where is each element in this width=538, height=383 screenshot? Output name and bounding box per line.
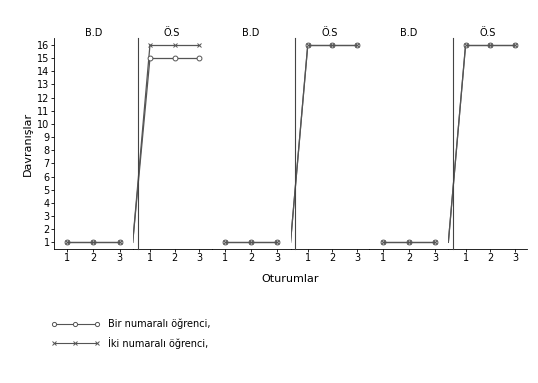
Text: Oturumlar: Oturumlar [262, 273, 319, 283]
Title: B.D: B.D [84, 28, 102, 38]
Title: B.D: B.D [400, 28, 417, 38]
Text: Bir numaralı öğrenci,: Bir numaralı öğrenci, [108, 318, 210, 329]
Title: Ö.S: Ö.S [322, 28, 338, 38]
Y-axis label: Davranışlar: Davranışlar [23, 111, 33, 176]
Title: Ö.S: Ö.S [479, 28, 496, 38]
Text: İki numaralı öğrenci,: İki numaralı öğrenci, [108, 337, 208, 349]
Title: B.D: B.D [243, 28, 260, 38]
Title: Ö.S: Ö.S [164, 28, 180, 38]
